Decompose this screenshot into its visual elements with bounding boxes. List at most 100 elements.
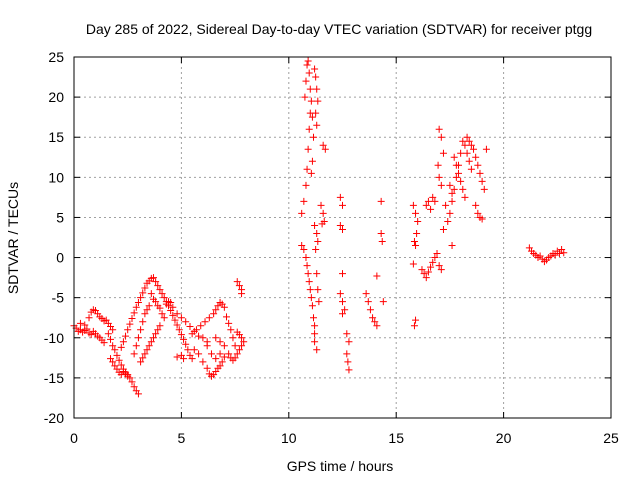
data-point bbox=[109, 342, 117, 350]
y-tick-label: 5 bbox=[56, 209, 64, 225]
data-point bbox=[429, 193, 437, 201]
data-point bbox=[467, 141, 475, 149]
data-point bbox=[427, 205, 435, 213]
data-point bbox=[169, 311, 177, 319]
data-point bbox=[336, 290, 344, 298]
data-point bbox=[188, 355, 196, 363]
data-point bbox=[308, 157, 316, 165]
data-point bbox=[173, 310, 181, 318]
data-point bbox=[409, 260, 417, 268]
data-point bbox=[180, 355, 188, 363]
data-point bbox=[431, 197, 439, 205]
data-point bbox=[141, 310, 149, 318]
data-point bbox=[454, 169, 462, 177]
data-point bbox=[410, 238, 418, 246]
data-point bbox=[184, 346, 192, 354]
data-point bbox=[205, 314, 213, 322]
x-tick-label: 15 bbox=[388, 430, 404, 446]
data-point bbox=[225, 319, 233, 327]
data-point bbox=[336, 221, 344, 229]
data-point bbox=[312, 109, 320, 117]
data-point bbox=[551, 251, 559, 259]
data-point bbox=[307, 294, 315, 302]
data-point bbox=[377, 229, 385, 237]
data-point bbox=[414, 217, 422, 225]
data-point bbox=[238, 342, 246, 350]
data-point bbox=[345, 366, 353, 374]
data-point bbox=[366, 306, 374, 314]
data-point bbox=[463, 133, 471, 141]
data-point bbox=[147, 338, 155, 346]
data-point bbox=[207, 350, 215, 358]
data-point bbox=[311, 65, 319, 73]
data-point bbox=[216, 362, 224, 370]
data-point bbox=[152, 330, 160, 338]
data-point bbox=[422, 274, 430, 282]
data-point bbox=[369, 314, 377, 322]
data-point bbox=[117, 361, 125, 369]
data-point bbox=[371, 318, 379, 326]
data-point bbox=[302, 77, 310, 85]
data-point bbox=[474, 209, 482, 217]
data-point bbox=[158, 310, 166, 318]
data-point bbox=[199, 358, 207, 366]
data-point bbox=[450, 185, 458, 193]
data-point bbox=[311, 330, 319, 338]
data-point bbox=[377, 197, 385, 205]
data-point bbox=[302, 181, 310, 189]
data-point bbox=[134, 390, 142, 398]
data-point bbox=[143, 346, 151, 354]
data-point bbox=[467, 165, 475, 173]
data-point bbox=[218, 358, 226, 366]
data-point bbox=[343, 330, 351, 338]
data-point bbox=[132, 342, 140, 350]
tick-labels: -20 -15 -10 -5 0 5 10 15 20 25 0 5 10 15 20 25 bbox=[44, 49, 619, 446]
data-point bbox=[152, 298, 160, 306]
data-point bbox=[139, 318, 147, 326]
data-point bbox=[81, 321, 89, 329]
y-tick-label: 20 bbox=[48, 89, 64, 105]
data-point bbox=[457, 149, 465, 157]
data-point bbox=[434, 161, 442, 169]
data-point bbox=[235, 282, 243, 290]
data-point bbox=[313, 85, 321, 93]
data-point bbox=[126, 320, 134, 328]
data-point bbox=[459, 137, 467, 145]
data-point bbox=[437, 181, 445, 189]
x-axis-label: GPS time / hours bbox=[287, 458, 394, 474]
data-point bbox=[379, 298, 387, 306]
data-point bbox=[437, 133, 445, 141]
data-point bbox=[319, 209, 327, 217]
data-point bbox=[203, 342, 211, 350]
data-point bbox=[76, 319, 84, 327]
data-point bbox=[231, 342, 239, 350]
data-point bbox=[231, 354, 239, 362]
data-point bbox=[212, 334, 220, 342]
data-point bbox=[314, 238, 322, 246]
data-point bbox=[465, 157, 473, 165]
data-point bbox=[478, 215, 486, 223]
data-point bbox=[171, 316, 179, 324]
data-point bbox=[306, 85, 314, 93]
chart-title: Day 285 of 2022, Sidereal Day-to-day VTE… bbox=[86, 21, 592, 37]
data-point bbox=[339, 225, 346, 233]
data-point bbox=[227, 326, 235, 334]
x-tick-label: 5 bbox=[178, 430, 186, 446]
x-tick-label: 0 bbox=[70, 430, 78, 446]
data-point bbox=[373, 322, 381, 330]
data-point bbox=[130, 309, 138, 317]
data-point bbox=[124, 372, 132, 380]
data-point bbox=[109, 358, 117, 366]
data-point bbox=[212, 355, 220, 363]
data-point bbox=[439, 225, 447, 233]
data-point bbox=[240, 338, 248, 346]
data-point bbox=[139, 354, 147, 362]
data-point bbox=[175, 326, 183, 334]
data-point bbox=[429, 258, 437, 266]
data-point bbox=[137, 358, 145, 366]
data-point bbox=[220, 303, 228, 311]
data-point bbox=[312, 73, 320, 81]
data-point bbox=[85, 314, 93, 322]
grid-layer bbox=[74, 57, 611, 418]
data-point bbox=[141, 284, 149, 292]
